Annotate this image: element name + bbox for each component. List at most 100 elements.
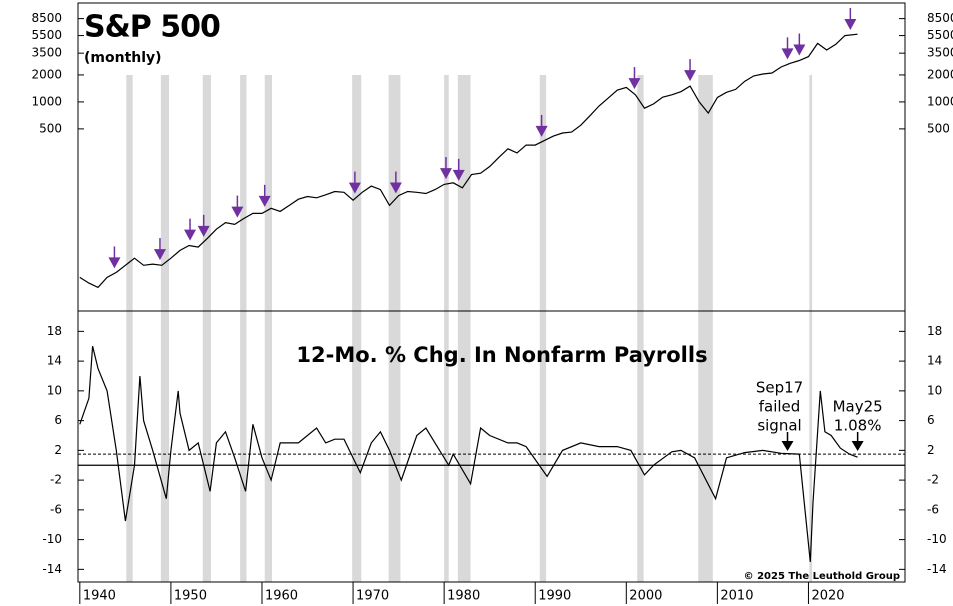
y-tick-label: -6 bbox=[50, 502, 62, 516]
y-tick-label-right: 1000 bbox=[927, 94, 953, 108]
y-tick-label-right: 14 bbox=[927, 354, 942, 368]
arrow-head bbox=[452, 169, 465, 181]
signal-arrow bbox=[844, 7, 857, 30]
y-tick-label: 3500 bbox=[31, 46, 62, 60]
annotation-arrow bbox=[851, 432, 864, 451]
arrow-head bbox=[684, 70, 697, 82]
y-tick-label-right: 5500 bbox=[927, 28, 953, 42]
y-tick-label-right: 6 bbox=[927, 413, 935, 427]
y-tick-label: -2 bbox=[50, 473, 62, 487]
signal-arrow bbox=[535, 114, 548, 137]
arrow-head bbox=[844, 18, 857, 30]
recession-bar bbox=[264, 75, 272, 582]
y-tick-label: 8500 bbox=[31, 11, 62, 25]
recession-bar bbox=[202, 75, 211, 582]
y-tick-label: 5500 bbox=[31, 28, 62, 42]
signal-arrow bbox=[684, 59, 697, 82]
signal-arrow bbox=[153, 238, 166, 261]
signal-arrow bbox=[348, 171, 361, 194]
signal-arrow bbox=[231, 195, 244, 218]
arrow-head bbox=[535, 125, 548, 137]
recession-bar bbox=[388, 75, 401, 582]
arrow-head bbox=[153, 249, 166, 261]
arrow-head bbox=[184, 229, 197, 241]
y-tick-label-right: 2 bbox=[927, 443, 935, 457]
y-tick-label-right: 10 bbox=[927, 383, 942, 397]
annotation-arrow bbox=[781, 432, 794, 451]
arrow-head bbox=[628, 78, 641, 90]
arrow-head bbox=[781, 441, 794, 451]
x-tick-label: 1970 bbox=[356, 589, 389, 604]
arrow-head bbox=[197, 225, 210, 237]
annotation: signal bbox=[757, 417, 801, 435]
chart-title: S&P 500 bbox=[84, 10, 220, 45]
arrow-head bbox=[851, 441, 864, 451]
y-tick-label: 10 bbox=[47, 383, 62, 397]
annotation: failed bbox=[759, 398, 801, 416]
y-tick-label: 500 bbox=[39, 121, 62, 135]
data-line bbox=[79, 346, 858, 562]
x-tick-label: 2020 bbox=[811, 589, 844, 604]
x-tick-label: 1980 bbox=[447, 589, 480, 604]
y-tick-label-right: -14 bbox=[927, 562, 947, 576]
recession-bar bbox=[809, 75, 813, 582]
signal-arrow bbox=[184, 218, 197, 241]
x-tick-label: 2010 bbox=[720, 589, 753, 604]
y-tick-label-right: 3500 bbox=[927, 46, 953, 60]
panel-frame bbox=[77, 310, 906, 583]
x-tick-label: 1990 bbox=[538, 589, 571, 604]
arrow-head bbox=[389, 182, 402, 194]
arrow-head bbox=[258, 195, 271, 207]
arrow-head bbox=[439, 168, 452, 180]
arrow-head bbox=[793, 44, 806, 56]
recession-bar bbox=[539, 75, 547, 582]
recession-bar bbox=[698, 75, 713, 582]
y-tick-label: 14 bbox=[47, 354, 62, 368]
y-tick-label-right: 500 bbox=[927, 121, 950, 135]
recession-bar bbox=[444, 75, 449, 582]
x-tick-label: 1940 bbox=[83, 589, 116, 604]
annotation: Sep17 bbox=[756, 379, 803, 397]
y-tick-label: -14 bbox=[42, 562, 62, 576]
signal-arrow bbox=[258, 184, 271, 207]
data-line bbox=[79, 33, 858, 289]
y-tick-label: 1000 bbox=[31, 94, 62, 108]
signal-arrow bbox=[197, 214, 210, 237]
recession-bar bbox=[160, 75, 170, 582]
y-tick-label: 18 bbox=[47, 324, 62, 338]
credit: © 2025 The Leuthold Group bbox=[744, 571, 900, 582]
y-tick-label-right: 2000 bbox=[927, 67, 953, 81]
x-tick-label: 1950 bbox=[174, 589, 207, 604]
recession-bar bbox=[457, 75, 471, 582]
signal-arrow bbox=[793, 33, 806, 56]
recession-bar bbox=[126, 75, 133, 582]
x-tick-label: 2000 bbox=[629, 589, 662, 604]
chart-title: 12-Mo. % Chg. In Nonfarm Payrolls bbox=[296, 343, 707, 367]
y-tick-label-right: 18 bbox=[927, 324, 942, 338]
signal-arrow bbox=[439, 157, 452, 180]
y-tick-label-right: -2 bbox=[927, 473, 939, 487]
arrow-head bbox=[108, 257, 121, 269]
arrow-head bbox=[231, 206, 244, 218]
y-tick-label: 6 bbox=[54, 413, 62, 427]
chart-subtitle: (monthly) bbox=[84, 50, 162, 66]
annotation: 1.08% bbox=[834, 417, 882, 435]
signal-arrow bbox=[628, 67, 641, 90]
y-tick-label: 2 bbox=[54, 443, 62, 457]
recession-bar bbox=[352, 75, 362, 582]
recession-bar bbox=[240, 75, 247, 582]
y-tick-label-right: -10 bbox=[927, 532, 947, 546]
y-tick-label: 2000 bbox=[31, 67, 62, 81]
y-tick-label: -10 bbox=[42, 532, 62, 546]
signal-arrow bbox=[781, 37, 794, 60]
panel-frame bbox=[77, 2, 906, 312]
signal-arrow bbox=[452, 158, 465, 181]
signal-arrow bbox=[108, 246, 121, 269]
arrow-head bbox=[781, 48, 794, 60]
recession-bar bbox=[637, 75, 644, 582]
y-tick-label-right: 8500 bbox=[927, 11, 953, 25]
y-tick-label-right: -6 bbox=[927, 502, 939, 516]
signal-arrow bbox=[389, 171, 402, 194]
arrow-head bbox=[348, 182, 361, 194]
